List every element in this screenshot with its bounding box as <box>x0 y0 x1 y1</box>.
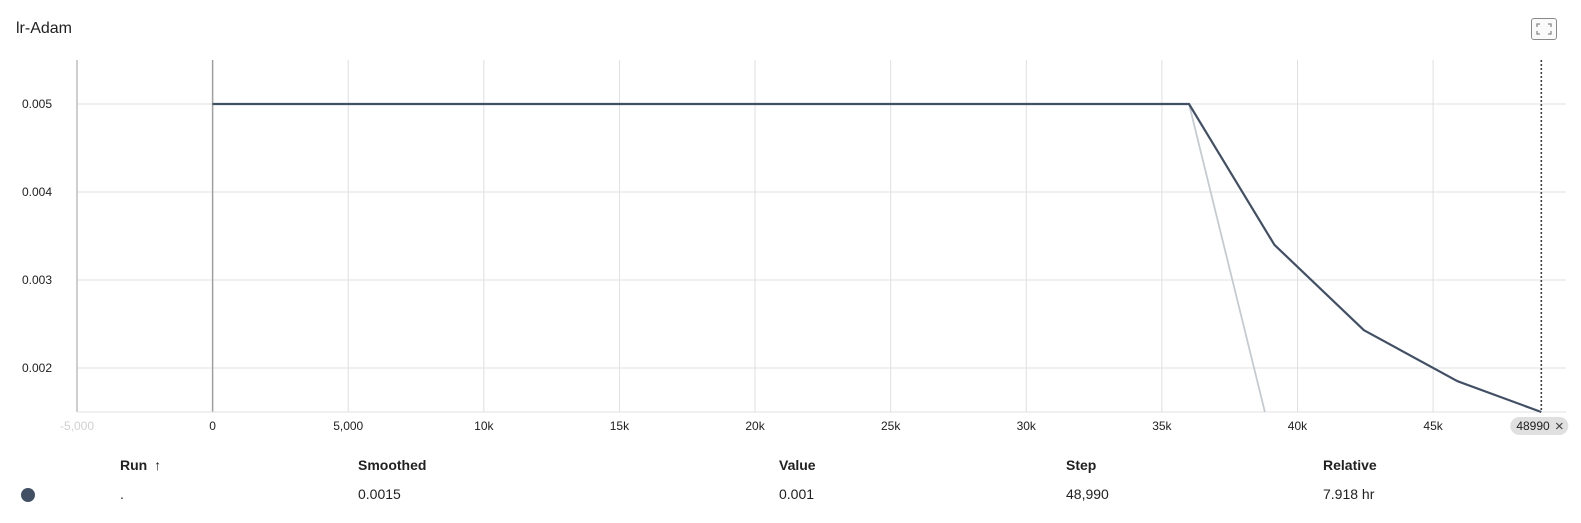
raw-series-line <box>212 103 1266 413</box>
x-tick-label: 40k <box>1288 419 1308 433</box>
grid-lines <box>77 60 1566 412</box>
chart-title: lr-Adam <box>16 20 73 37</box>
series-lines <box>212 102 1542 414</box>
run-name: . <box>120 486 124 502</box>
y-tick-label: 0.002 <box>22 361 52 375</box>
column-header-run[interactable]: Run ↑ <box>120 457 161 473</box>
x-tick-label: 20k <box>745 419 765 433</box>
x-tick-label: 5,000 <box>333 419 363 433</box>
axes <box>76 60 1566 413</box>
sort-ascending-icon: ↑ <box>154 457 162 473</box>
smoothed-series-line <box>212 102 1542 414</box>
y-tick-label: 0.004 <box>22 185 52 199</box>
x-tick-label: 45k <box>1423 419 1443 433</box>
line-chart: 0.002 0.003 0.004 0.005 -5,000 0 5,000 10k 15k 20… <box>22 60 1569 435</box>
raw-value: 0.001 <box>779 486 815 502</box>
column-header-run-label: Run <box>120 457 148 473</box>
fullscreen-icon <box>1536 23 1552 35</box>
column-header-relative[interactable]: Relative <box>1323 457 1377 473</box>
y-tick-label: 0.003 <box>22 273 52 287</box>
fullscreen-button[interactable] <box>1531 18 1557 40</box>
step-cursor-chip[interactable] <box>1510 417 1569 435</box>
x-tick-label-faded: -5,000 <box>60 419 94 433</box>
step-cursor[interactable]: 48990 <box>1510 60 1569 435</box>
x-tick-label: 0 <box>209 419 216 433</box>
tick-labels: 0.002 0.003 0.004 0.005 -5,000 0 5,000 10k 15k 20… <box>22 97 1444 433</box>
step-cursor-label: 48990 <box>1516 419 1550 433</box>
relative-time: 7.918 hr <box>1323 486 1375 502</box>
x-tick-label: 10k <box>474 419 494 433</box>
x-tick-label: 25k <box>881 419 901 433</box>
x-tick-label: 30k <box>1017 419 1037 433</box>
run-color-dot <box>21 488 35 502</box>
column-header-step[interactable]: Step <box>1066 457 1097 473</box>
x-tick-label: 15k <box>610 419 630 433</box>
y-tick-label: 0.005 <box>22 97 52 111</box>
column-header-smoothed[interactable]: Smoothed <box>358 457 427 473</box>
step-value: 48,990 <box>1066 486 1109 502</box>
close-icon[interactable] <box>1555 422 1563 430</box>
x-tick-label: 35k <box>1152 419 1172 433</box>
column-header-value[interactable]: Value <box>779 457 816 473</box>
smoothed-value: 0.0015 <box>358 486 401 502</box>
